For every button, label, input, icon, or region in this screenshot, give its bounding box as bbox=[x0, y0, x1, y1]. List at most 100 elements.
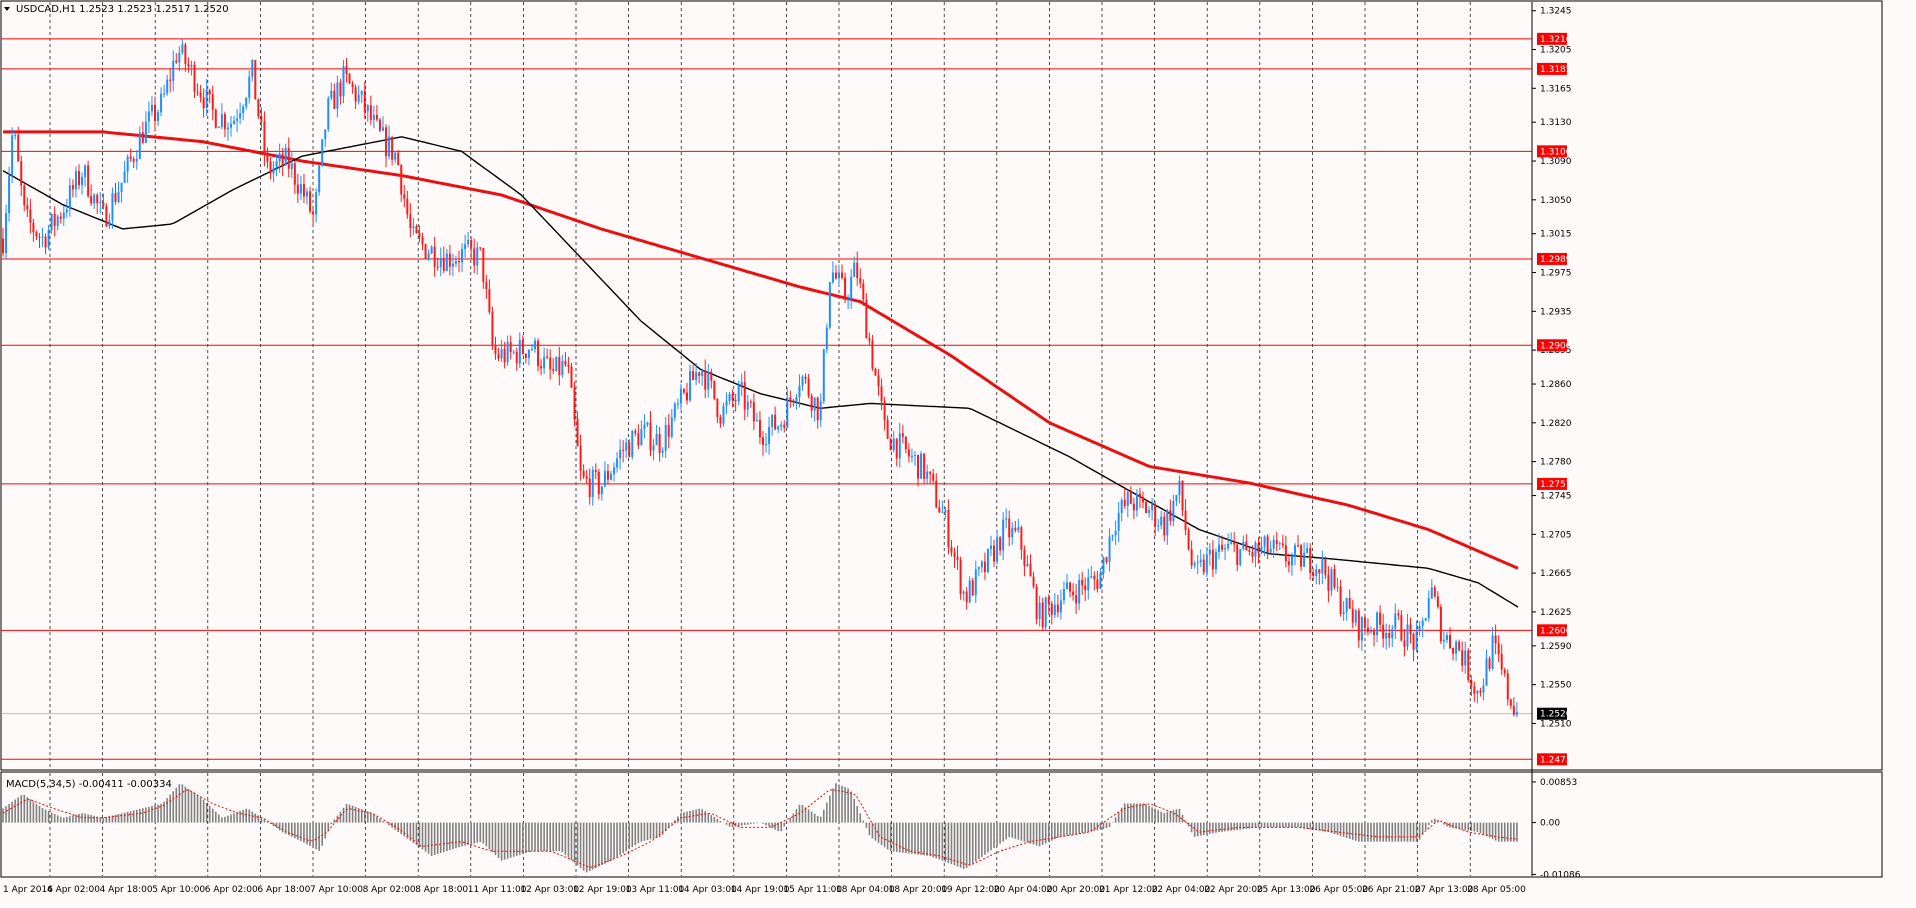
candle-body bbox=[898, 433, 901, 459]
candle-body bbox=[366, 105, 369, 112]
candle-body bbox=[965, 591, 968, 603]
candle-body bbox=[1093, 576, 1096, 580]
candle-body bbox=[643, 424, 646, 430]
candle-body bbox=[302, 184, 305, 197]
candle-body bbox=[886, 419, 889, 439]
candle-body bbox=[518, 339, 521, 364]
candle-body bbox=[1473, 686, 1476, 694]
candle-body bbox=[1050, 603, 1053, 615]
x-tick-label: 18 Apr 20:00 bbox=[889, 885, 948, 895]
x-tick-label: 12 Apr 03:00 bbox=[520, 885, 579, 895]
candle-body bbox=[1351, 608, 1354, 623]
candle-body bbox=[415, 226, 418, 233]
level-tag bbox=[1537, 477, 1567, 490]
candle-body bbox=[199, 92, 202, 98]
candle-body bbox=[1065, 582, 1068, 590]
candle-body bbox=[895, 438, 898, 459]
candle-body bbox=[971, 580, 974, 596]
candle-body bbox=[385, 127, 388, 157]
candle-body bbox=[318, 165, 321, 193]
candle-body bbox=[93, 194, 96, 204]
candle-body bbox=[752, 402, 755, 422]
candle-body bbox=[728, 393, 731, 402]
candle-body bbox=[871, 340, 874, 369]
candle-body bbox=[1494, 635, 1497, 644]
candle-body bbox=[442, 258, 445, 271]
candle-body bbox=[1491, 635, 1494, 669]
candle-body bbox=[628, 442, 631, 457]
candle-body bbox=[1260, 546, 1263, 553]
candle-body bbox=[1269, 548, 1272, 553]
vertical-grid bbox=[49, 2, 1471, 876]
x-tick-label: 6 Apr 18:00 bbox=[257, 885, 310, 895]
candle-body bbox=[138, 132, 141, 160]
candle-body bbox=[1366, 627, 1369, 633]
candle-body bbox=[1290, 555, 1293, 566]
x-tick-label: 26 Apr 05:00 bbox=[1309, 885, 1368, 895]
x-tick-label: 12 Apr 19:00 bbox=[573, 885, 632, 895]
candle-body bbox=[26, 205, 29, 210]
candle-body bbox=[74, 171, 77, 190]
candle-body bbox=[397, 152, 400, 165]
candle-body bbox=[1160, 516, 1163, 526]
y-tick-label: 1.3165 bbox=[1540, 84, 1572, 94]
candle-body bbox=[248, 76, 251, 98]
candle-body bbox=[1427, 598, 1430, 619]
candle-body bbox=[953, 552, 956, 557]
candle-body bbox=[157, 112, 160, 122]
candle-body bbox=[606, 471, 609, 480]
candle-body bbox=[613, 467, 616, 475]
candle-body bbox=[1123, 499, 1126, 506]
candle-body bbox=[564, 361, 567, 365]
candle-body bbox=[479, 247, 482, 249]
level-tag bbox=[1537, 145, 1567, 158]
title-dropdown-icon[interactable] bbox=[4, 7, 10, 11]
candle-body bbox=[1476, 690, 1479, 694]
candle-body bbox=[1151, 504, 1154, 511]
candle-body bbox=[1126, 492, 1129, 506]
macd-tick-label: 0.00853 bbox=[1540, 778, 1577, 788]
candle-body bbox=[989, 545, 992, 549]
candle-body bbox=[363, 90, 366, 112]
y-tick-label: 1.3090 bbox=[1540, 157, 1572, 167]
candle-body bbox=[689, 370, 692, 401]
candle-body bbox=[1023, 549, 1026, 567]
candle-body bbox=[917, 455, 920, 479]
candle-body bbox=[1224, 548, 1227, 550]
candle-body bbox=[467, 239, 470, 245]
candle-body bbox=[412, 226, 415, 229]
candle-body bbox=[600, 486, 603, 495]
candle-body bbox=[239, 113, 242, 119]
candle-body bbox=[141, 132, 144, 143]
candle-body bbox=[716, 398, 719, 418]
candle-body bbox=[1464, 650, 1467, 666]
candle-body bbox=[676, 403, 679, 405]
candle-body bbox=[746, 401, 749, 410]
candle-body bbox=[1336, 586, 1339, 588]
candle-body bbox=[938, 507, 941, 513]
candle-body bbox=[509, 342, 512, 353]
y-tick-label: 1.3205 bbox=[1540, 46, 1572, 56]
candle-body bbox=[1482, 685, 1485, 693]
candle-body bbox=[807, 378, 810, 396]
y-tick-label: 1.2705 bbox=[1540, 530, 1572, 540]
candle-body bbox=[144, 121, 147, 143]
price-axis: 1.3245 1.3205 1.3165 1.3130 1.3090 1.3050 1.30… bbox=[1531, 2, 1572, 876]
candle-body bbox=[1354, 610, 1357, 623]
candle-body bbox=[1333, 569, 1336, 588]
candle-body bbox=[813, 397, 816, 411]
candle-body bbox=[8, 175, 11, 214]
candle-body bbox=[290, 163, 293, 169]
candle-body bbox=[409, 214, 412, 229]
candle-body bbox=[527, 350, 530, 358]
candle-body bbox=[1497, 643, 1500, 655]
candle-body bbox=[920, 453, 923, 479]
y-tick-label: 1.2745 bbox=[1540, 492, 1572, 502]
candle-body bbox=[1339, 586, 1342, 614]
candle-body bbox=[485, 282, 488, 289]
candle-body bbox=[296, 184, 299, 194]
candle-body bbox=[725, 401, 728, 406]
candle-body bbox=[117, 192, 120, 202]
candle-body bbox=[768, 426, 771, 445]
candle-body bbox=[980, 561, 983, 568]
